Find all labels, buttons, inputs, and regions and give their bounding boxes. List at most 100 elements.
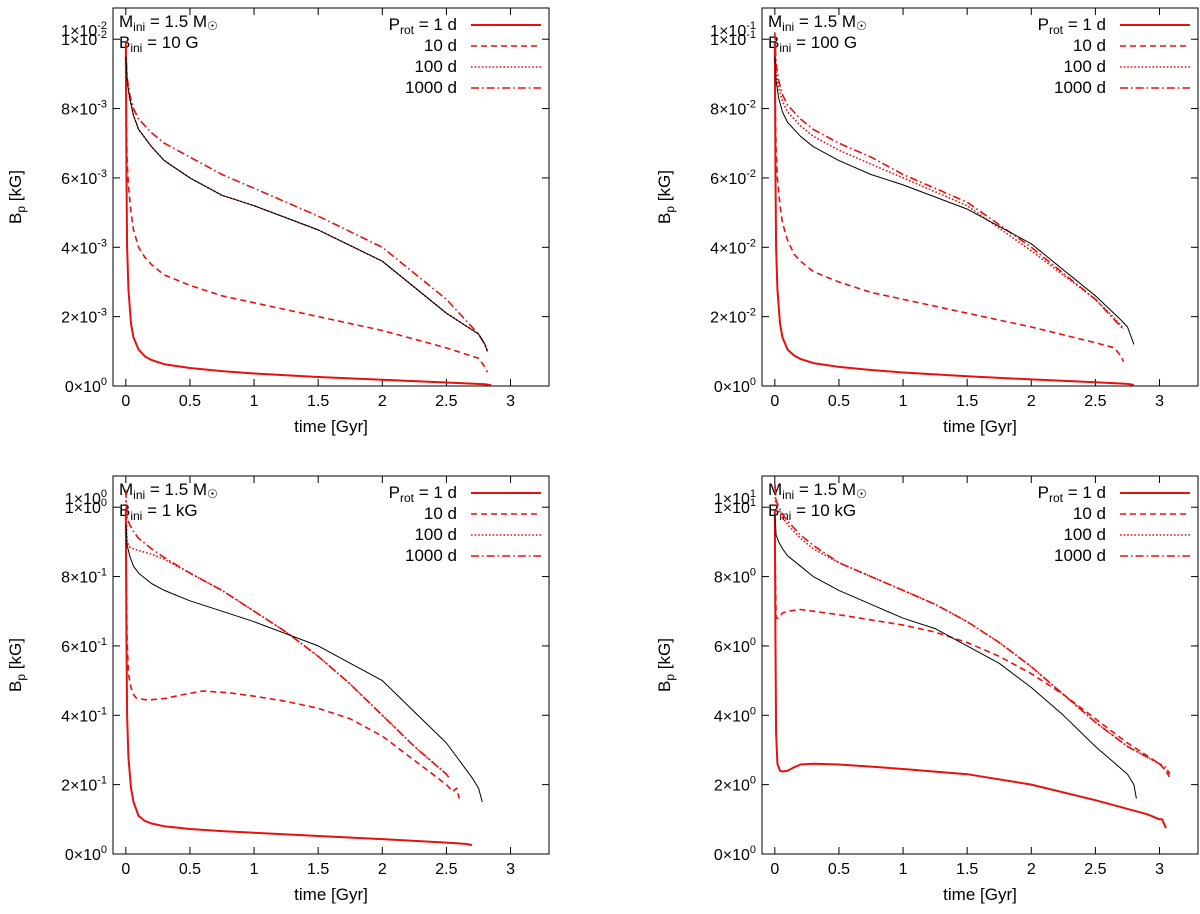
x-tick-label: 1 <box>899 861 908 878</box>
x-tick-label: 1 <box>899 393 908 410</box>
annotation-field: Bini = 1 kG <box>119 501 198 523</box>
x-tick-label: 3 <box>1155 861 1164 878</box>
x-tick-label: 3 <box>506 393 515 410</box>
plot-frame <box>112 475 550 855</box>
x-tick-label: 0 <box>121 861 130 878</box>
y-tick-label: 6×100 <box>714 636 756 656</box>
legend-label: 100 d <box>1063 525 1106 544</box>
y-axis-label: Bp [kG] <box>655 170 677 224</box>
y-tick-label: 2×10-3 <box>61 307 107 327</box>
y-tick-label: 6×10-2 <box>710 168 756 188</box>
y-axis-label: Bp [kG] <box>6 638 28 692</box>
y-tick-label: 1×100 <box>65 488 107 508</box>
y-tick-label: 0×100 <box>714 376 756 396</box>
x-tick-label: 1.5 <box>956 393 978 410</box>
x-tick-label: 0.5 <box>828 861 850 878</box>
annotation-field: Bini = 10 G <box>119 33 199 55</box>
legend-label: Prot = 1 d <box>389 15 457 37</box>
x-tick-label: 1.5 <box>307 393 329 410</box>
series-line-dotted <box>125 500 450 779</box>
y-tick-label: 1×10-1 <box>710 29 756 49</box>
x-tick-label: 2 <box>378 393 387 410</box>
y-tick-label: 0×100 <box>65 376 107 396</box>
annotation-field: Bini = 10 kG <box>768 501 856 523</box>
x-tick-label: 3 <box>506 861 515 878</box>
series-line-dashdot <box>774 482 1171 775</box>
series-line-dotted <box>774 486 1167 772</box>
annotation-mass: Mini = 1.5 M☉ <box>119 480 218 502</box>
y-tick-label: 1×101 <box>714 497 756 517</box>
series-line-solid <box>124 42 492 386</box>
x-axis-label: time [Gyr] <box>943 885 1017 904</box>
x-tick-label: 0.5 <box>828 393 850 410</box>
series-line-dotted <box>125 56 489 352</box>
y-tick-label: 6×10-3 <box>61 168 107 188</box>
x-tick-label: 1.5 <box>307 861 329 878</box>
x-tick-label: 2.5 <box>435 393 457 410</box>
legend-label: 10 d <box>1073 36 1106 55</box>
panel-1: 0 0.5 1 1.5 2 2.5 3 0×100 2×10-3 4×10-3 6×10-3 8×10… <box>6 7 550 436</box>
x-tick-label: 0 <box>770 861 779 878</box>
legend-label: 1000 d <box>1054 546 1106 565</box>
plot-frame <box>761 7 1199 387</box>
x-tick-label: 0 <box>121 393 130 410</box>
series-line-dashed <box>774 524 1171 779</box>
y-tick-label: 8×100 <box>714 567 756 587</box>
x-axis-label: time [Gyr] <box>943 417 1017 436</box>
panel-2: 0 0.5 1 1.5 2 2.5 3 0×100 2×10-2 4×10-2 6×10-2 8×10… <box>655 7 1199 436</box>
x-tick-label: 1 <box>250 393 259 410</box>
annotation-field: Bini = 100 G <box>768 33 857 55</box>
x-tick-label: 3 <box>1155 393 1164 410</box>
y-tick-label: 1×101 <box>714 488 756 508</box>
x-tick-label: 1.5 <box>956 861 978 878</box>
legend-label: 100 d <box>414 57 457 76</box>
x-tick-label: 2.5 <box>435 861 457 878</box>
y-tick-label: 2×100 <box>714 775 756 795</box>
legend-label: Prot = 1 d <box>1038 15 1106 37</box>
legend-label: 100 d <box>1063 57 1106 76</box>
series-line-dotted <box>774 46 1125 330</box>
plot-frame <box>112 7 550 387</box>
x-axis-label: time [Gyr] <box>294 885 368 904</box>
y-tick-label: 6×10-1 <box>61 636 107 656</box>
y-tick-label: 8×10-2 <box>710 99 756 119</box>
annotation-mass: Mini = 1.5 M☉ <box>768 12 867 34</box>
x-tick-label: 2 <box>1027 393 1036 410</box>
annotation-mass: Mini = 1.5 M☉ <box>768 480 867 502</box>
series-line-solid <box>124 510 473 846</box>
legend-label: 1000 d <box>405 546 457 565</box>
series-line-solid <box>773 42 1135 386</box>
legend-label: 10 d <box>424 36 457 55</box>
y-tick-label: 1×100 <box>65 497 107 517</box>
x-tick-label: 1 <box>250 861 259 878</box>
y-tick-label: 8×10-3 <box>61 99 107 119</box>
y-tick-label: 1×10-1 <box>710 20 756 40</box>
y-tick-label: 4×10-1 <box>61 705 107 725</box>
y-tick-label: 1×10-2 <box>61 29 107 49</box>
y-tick-label: 1×10-2 <box>61 20 107 40</box>
series-line-dashed <box>125 56 489 373</box>
panel-4: 0 0.5 1 1.5 2 2.5 3 0×100 2×100 4×100 6×100 8×100 1×… <box>655 475 1199 904</box>
panel-3: 0 0.5 1 1.5 2 2.5 3 0×100 2×10-1 4×10-1 6×10-1 8×10… <box>6 475 550 904</box>
y-tick-label: 0×100 <box>65 844 107 864</box>
x-tick-label: 2 <box>378 861 387 878</box>
series-line-thin <box>125 524 483 803</box>
y-tick-label: 2×10-2 <box>710 307 756 327</box>
y-tick-label: 0×100 <box>714 844 756 864</box>
series-line-thin <box>125 56 488 352</box>
x-tick-label: 0.5 <box>179 861 201 878</box>
legend-label: 10 d <box>424 504 457 523</box>
y-tick-label: 2×10-1 <box>61 775 107 795</box>
annotation-mass: Mini = 1.5 M☉ <box>119 12 218 34</box>
y-tick-label: 4×100 <box>714 705 756 725</box>
legend-label: 1000 d <box>1054 78 1106 97</box>
y-tick-label: 4×10-3 <box>61 237 107 257</box>
y-axis-label: Bp [kG] <box>655 638 677 692</box>
legend-label: 100 d <box>414 525 457 544</box>
y-tick-label: 4×10-2 <box>710 237 756 257</box>
x-tick-label: 0.5 <box>179 393 201 410</box>
x-tick-label: 2 <box>1027 861 1036 878</box>
legend-label: Prot = 1 d <box>1038 483 1106 505</box>
x-tick-label: 0 <box>770 393 779 410</box>
